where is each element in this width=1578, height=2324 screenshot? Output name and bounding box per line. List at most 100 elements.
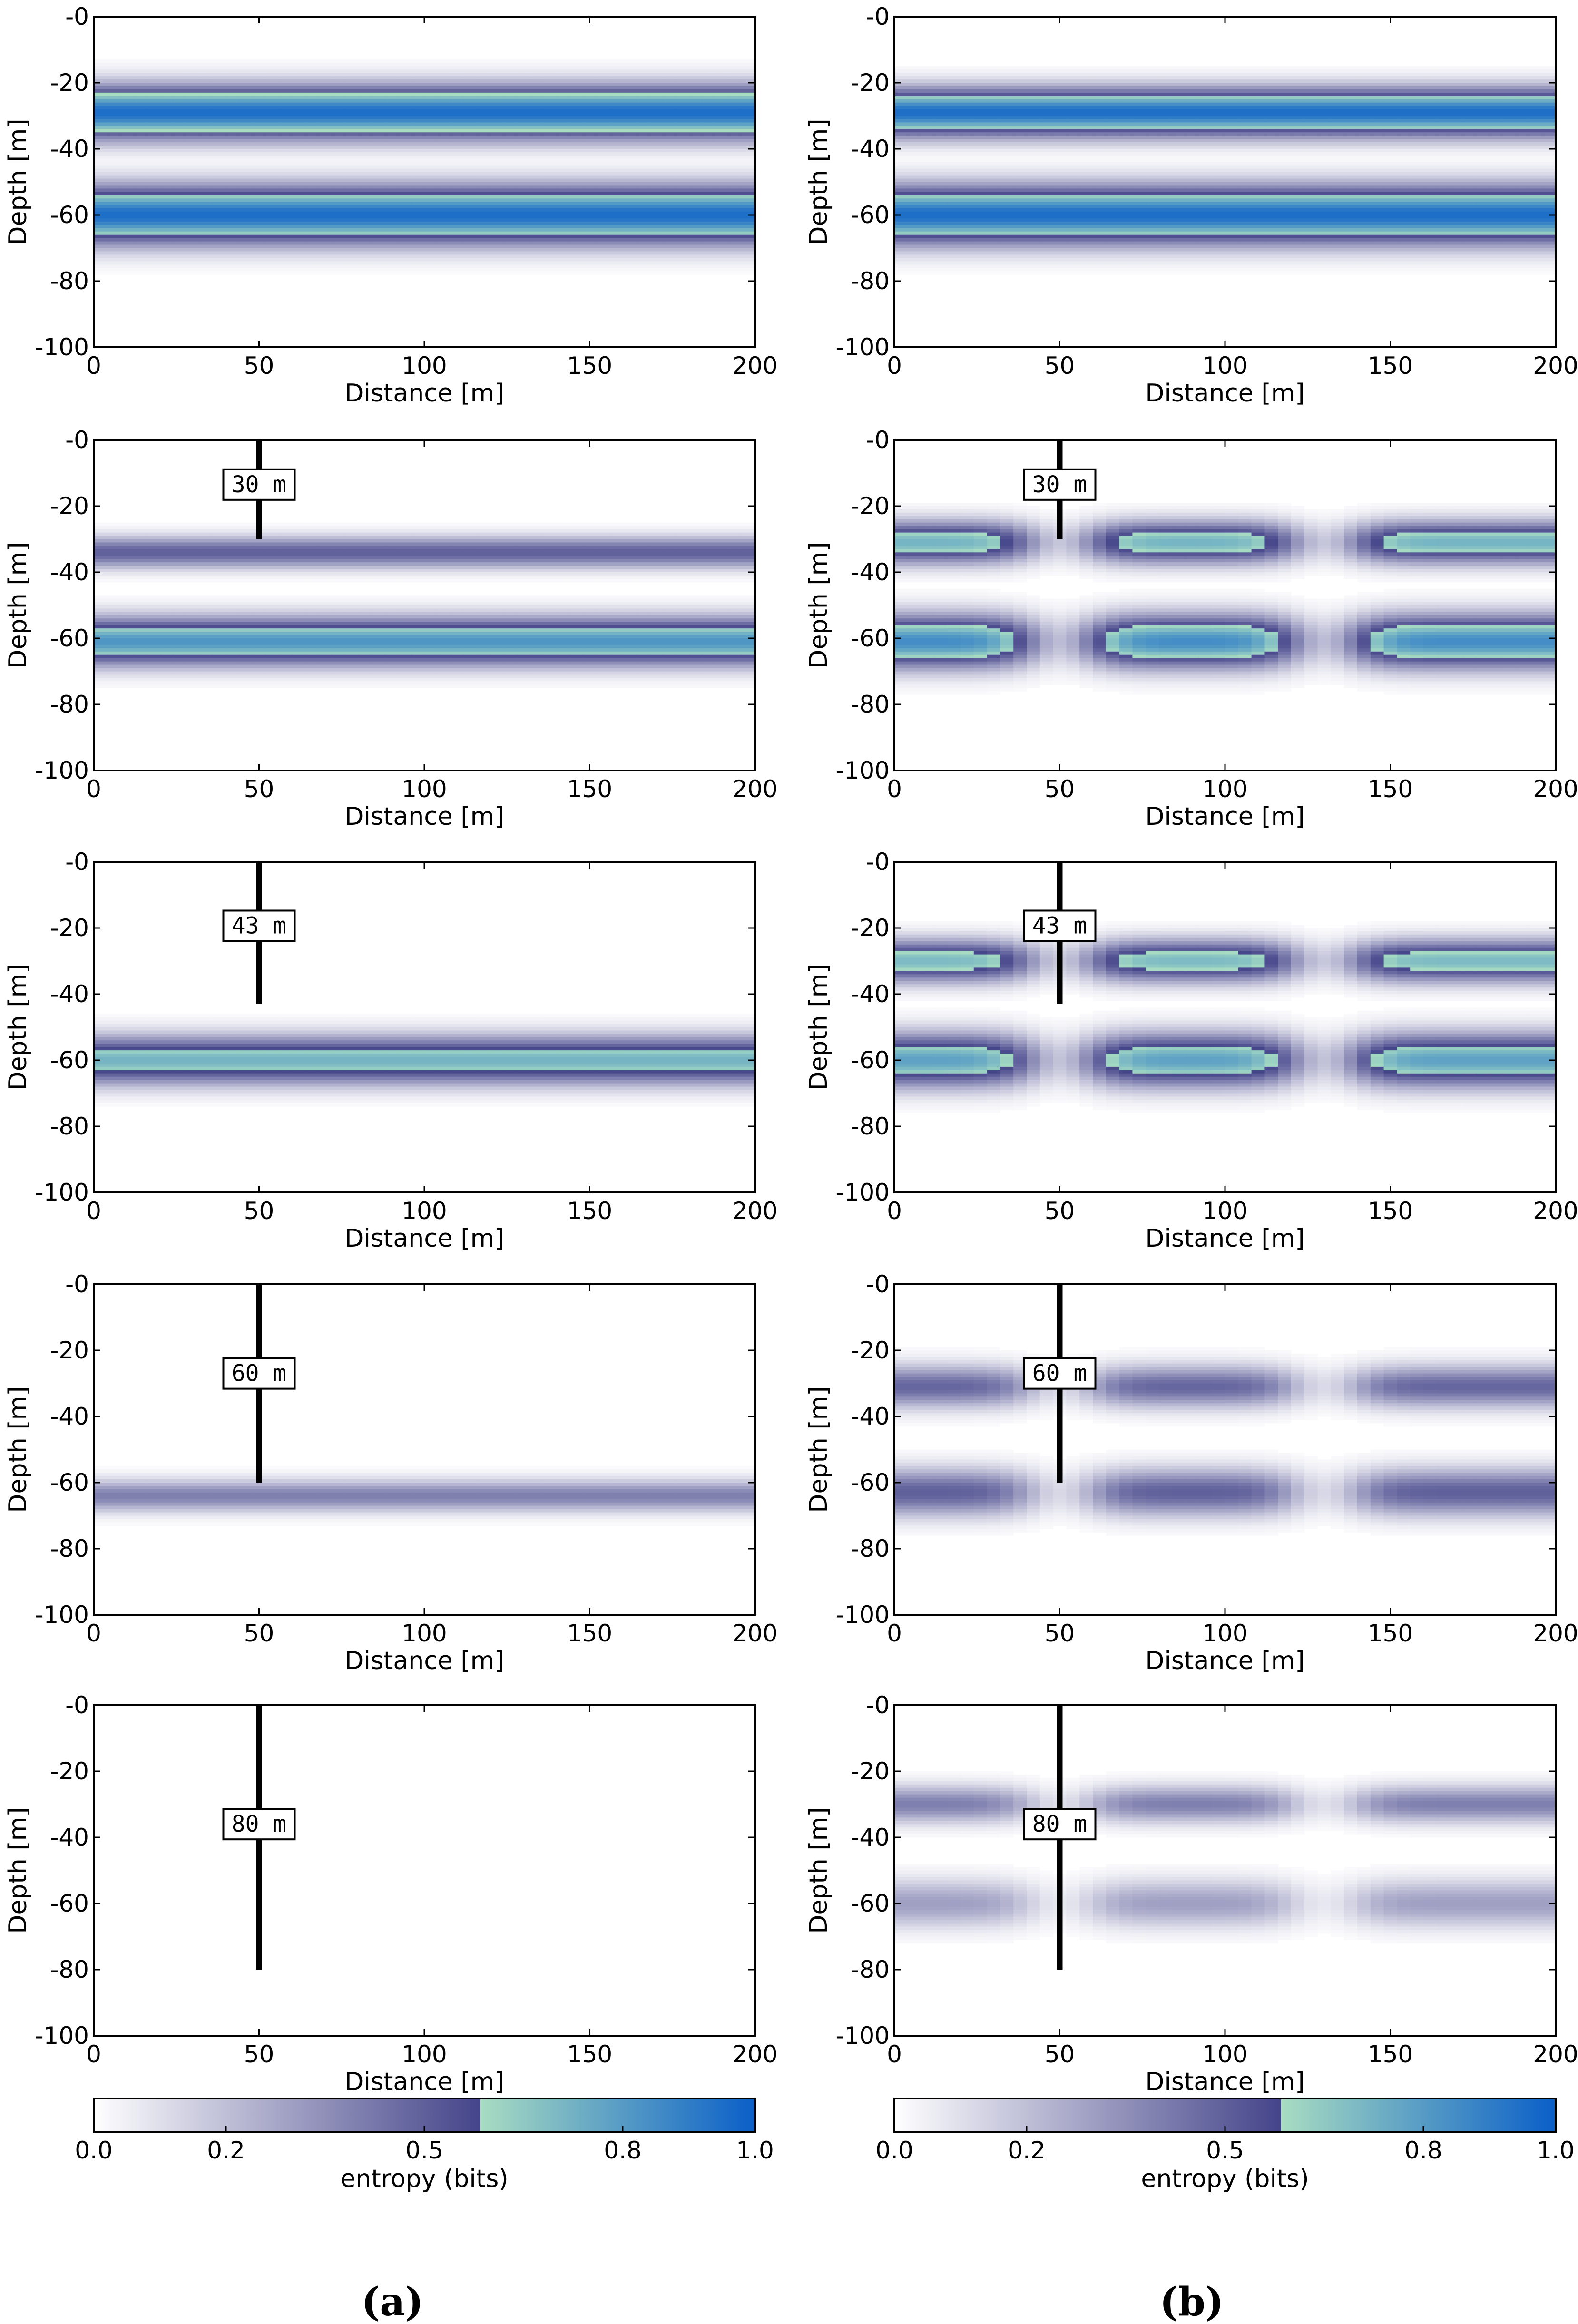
heatmap-cell bbox=[1317, 102, 1331, 107]
heatmap-cell bbox=[1331, 172, 1344, 176]
heatmap-cell bbox=[371, 136, 385, 139]
heatmap-cell bbox=[596, 69, 610, 73]
heatmap-cell bbox=[107, 198, 121, 202]
heatmap-cell bbox=[662, 66, 676, 70]
heatmap-cell bbox=[1000, 149, 1014, 153]
heatmap-cell bbox=[265, 59, 279, 63]
heatmap-cell bbox=[1490, 168, 1503, 173]
heatmap-cell bbox=[1212, 126, 1225, 129]
heatmap-cell bbox=[517, 251, 530, 255]
heatmap-cell bbox=[173, 152, 187, 156]
heatmap-cell bbox=[265, 155, 279, 159]
heatmap-cell bbox=[1172, 112, 1186, 117]
heatmap-cell bbox=[332, 99, 345, 103]
heatmap-cell bbox=[1146, 158, 1159, 163]
heatmap-cell bbox=[332, 175, 345, 179]
heatmap-cell bbox=[384, 231, 398, 235]
heatmap-cell bbox=[1450, 86, 1463, 90]
heatmap-cell bbox=[947, 92, 961, 97]
heatmap-cell bbox=[961, 116, 974, 120]
heatmap-cell bbox=[1146, 165, 1159, 169]
heatmap-cell bbox=[1027, 66, 1040, 70]
heatmap-cell bbox=[173, 261, 187, 265]
heatmap-cell bbox=[583, 254, 597, 258]
heatmap-cell bbox=[715, 241, 729, 245]
heatmap-cell bbox=[543, 241, 557, 245]
heatmap-cell bbox=[265, 109, 279, 113]
heatmap-cell bbox=[1516, 106, 1529, 110]
heatmap-cell bbox=[987, 132, 1000, 136]
heatmap-cell bbox=[1410, 142, 1424, 146]
heatmap-cell bbox=[1423, 69, 1437, 73]
heatmap-cell bbox=[226, 192, 240, 195]
y-axis-label: Depth [m] bbox=[4, 118, 32, 245]
heatmap-cell bbox=[517, 241, 530, 245]
heatmap-cell bbox=[226, 188, 240, 192]
heatmap-cell bbox=[133, 254, 147, 258]
heatmap-cell bbox=[543, 258, 557, 262]
heatmap-cell bbox=[517, 168, 530, 173]
heatmap-cell bbox=[609, 178, 623, 183]
heatmap-cell bbox=[451, 136, 464, 139]
heatmap-cell bbox=[252, 158, 266, 163]
heatmap-cell bbox=[973, 119, 988, 123]
heatmap-cell bbox=[120, 99, 134, 103]
heatmap-cell bbox=[1502, 99, 1517, 103]
heatmap-cell bbox=[411, 175, 425, 179]
heatmap-cell bbox=[226, 251, 240, 255]
heatmap-cell bbox=[921, 73, 934, 77]
heatmap-cell bbox=[265, 248, 279, 252]
heatmap-cell bbox=[1053, 165, 1067, 169]
heatmap-cell bbox=[1516, 119, 1529, 123]
heatmap-cell bbox=[623, 112, 637, 117]
heatmap-cell bbox=[358, 238, 372, 242]
heatmap-cell bbox=[107, 136, 121, 139]
heatmap-cell bbox=[530, 86, 544, 90]
heatmap-cell bbox=[451, 241, 464, 245]
heatmap-cell bbox=[1357, 168, 1371, 173]
heatmap-cell bbox=[596, 218, 610, 222]
heatmap-cell bbox=[1093, 129, 1107, 133]
heatmap-cell bbox=[676, 182, 689, 186]
heatmap-cell bbox=[742, 178, 755, 183]
heatmap-cell bbox=[569, 261, 584, 265]
heatmap-cell bbox=[1119, 136, 1133, 139]
heatmap-cell bbox=[689, 63, 703, 67]
heatmap-cell bbox=[517, 106, 530, 110]
heatmap-cell bbox=[557, 192, 570, 195]
heatmap-cell bbox=[1119, 122, 1133, 126]
heatmap-cell bbox=[371, 149, 385, 153]
heatmap-cell bbox=[689, 69, 703, 73]
heatmap-cell bbox=[934, 112, 948, 117]
heatmap-cell bbox=[424, 152, 438, 156]
heatmap-cell bbox=[557, 69, 570, 73]
heatmap-cell bbox=[623, 83, 637, 87]
heatmap-cell bbox=[1331, 76, 1344, 80]
heatmap-cell bbox=[173, 146, 187, 149]
heatmap-cell bbox=[305, 165, 319, 169]
heatmap-cell bbox=[1132, 116, 1146, 120]
heatmap-cell bbox=[676, 178, 689, 183]
heatmap-cell bbox=[1397, 175, 1411, 179]
heatmap-cell bbox=[199, 225, 213, 229]
heatmap-cell bbox=[728, 205, 742, 209]
heatmap-cell bbox=[702, 73, 716, 77]
heatmap-cell bbox=[596, 238, 610, 242]
heatmap-cell bbox=[464, 188, 478, 192]
heatmap-cell bbox=[411, 241, 425, 245]
heatmap-cell bbox=[265, 152, 279, 156]
heatmap-cell bbox=[147, 241, 160, 245]
heatmap-cell bbox=[1304, 162, 1318, 166]
heatmap-cell bbox=[1079, 66, 1093, 70]
heatmap-cell bbox=[239, 69, 253, 73]
heatmap-cell bbox=[1370, 99, 1384, 103]
heatmap-cell bbox=[623, 172, 637, 176]
heatmap-cell bbox=[1278, 99, 1292, 103]
heatmap-cell bbox=[702, 175, 716, 179]
heatmap-cell bbox=[662, 198, 676, 202]
heatmap-cell bbox=[384, 178, 398, 183]
heatmap-cell bbox=[477, 254, 491, 258]
heatmap-cell bbox=[265, 112, 279, 117]
heatmap-cell bbox=[1529, 116, 1543, 120]
heatmap-cell bbox=[1397, 126, 1411, 129]
